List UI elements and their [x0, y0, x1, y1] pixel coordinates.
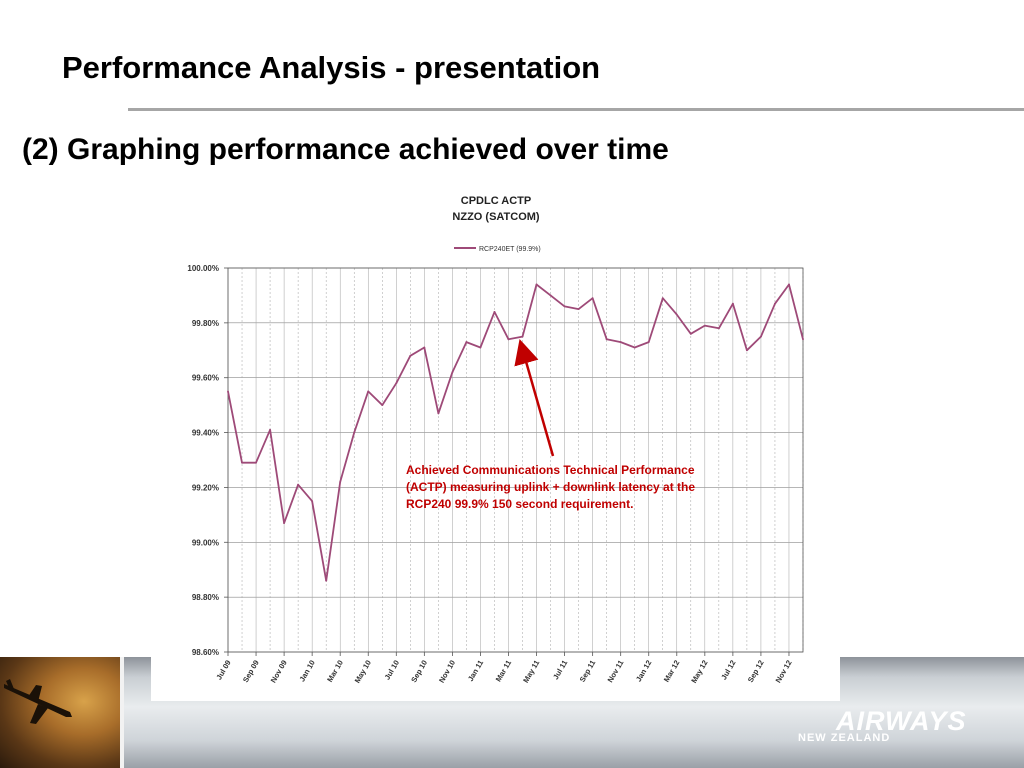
data-point: [269, 428, 271, 431]
x-tick-label: Sep 10: [409, 659, 429, 684]
data-point: [311, 500, 314, 503]
title-divider: [128, 108, 1024, 111]
line-chart: CPDLC ACTP NZZO (SATCOM) RCP240ET (99.9%…: [187, 195, 804, 685]
data-point: [227, 390, 229, 393]
data-point: [395, 382, 398, 385]
data-point: [605, 338, 608, 341]
annotation: Achieved Communications Technical Perfor…: [406, 338, 695, 511]
data-point: [283, 522, 285, 524]
footer-photo: [0, 657, 120, 768]
data-point: [647, 341, 650, 343]
x-tick-label: Nov 11: [606, 659, 626, 684]
data-point: [423, 346, 426, 349]
data-point: [297, 483, 300, 486]
data-point: [717, 327, 720, 330]
x-tick-label: May 10: [353, 659, 373, 685]
data-point: [689, 332, 692, 335]
y-axis: 100.00% 99.80% 99.60% 99.40% 99.20% 99.00% 98.…: [187, 264, 228, 657]
data-point: [437, 412, 440, 415]
x-tick-label: Jan 10: [297, 659, 316, 684]
y-tick-label: 98.60%: [192, 648, 219, 657]
x-tick-label: May 11: [521, 659, 541, 685]
data-point: [339, 481, 342, 483]
data-point: [255, 461, 257, 464]
x-tick-label: Sep 11: [578, 659, 598, 684]
annotation-line-1: Achieved Communications Technical Perfor…: [406, 463, 695, 477]
data-point: [241, 461, 243, 464]
data-point: [760, 335, 762, 338]
x-tick-label: Jan 11: [466, 659, 485, 683]
x-tick-label: Mar 10: [325, 659, 345, 684]
chart-subtitle: NZZO (SATCOM): [452, 211, 540, 223]
data-point: [661, 297, 664, 300]
x-tick-label: Mar 11: [494, 659, 513, 684]
x-tick-label: Jul 11: [551, 659, 569, 682]
x-axis: Jul 09 Sep 09 Nov 09 Jan 10 Mar 10 May 10 Jul …: [214, 652, 794, 685]
y-tick-label: 98.80%: [192, 593, 219, 602]
annotation-line-3: RCP240 99.9% 150 second requirement.: [406, 497, 633, 511]
x-tick-label: Jul 10: [383, 659, 401, 682]
x-tick-label: Sep 12: [746, 659, 766, 684]
data-point: [479, 346, 482, 349]
grid: [227, 267, 804, 653]
data-point: [535, 283, 538, 286]
data-point: [633, 346, 636, 349]
slide-subtitle: (2) Graphing performance achieved over t…: [22, 133, 669, 166]
y-tick-label: 99.60%: [192, 374, 219, 383]
data-point: [731, 302, 734, 305]
data-point: [549, 294, 552, 297]
x-tick-label: Sep 09: [241, 659, 261, 684]
x-tick-label: Jul 12: [719, 659, 737, 682]
y-tick-label: 100.00%: [187, 264, 219, 273]
data-point: [507, 338, 510, 341]
airplane-icon: [4, 679, 72, 724]
annotation-arrow: [514, 338, 555, 457]
data-point: [802, 338, 804, 341]
data-point: [577, 308, 580, 311]
data-point: [493, 310, 496, 313]
x-tick-label: May 12: [689, 659, 709, 685]
data-point: [465, 341, 468, 343]
x-tick-label: Nov 09: [269, 659, 289, 685]
chart-card: CPDLC ACTP NZZO (SATCOM) RCP240ET (99.9%…: [151, 183, 840, 701]
slide-title: Performance Analysis - presentation: [62, 50, 601, 85]
data-point: [367, 390, 370, 393]
data-point: [591, 297, 594, 300]
data-point: [521, 335, 524, 338]
x-tick-label: Mar 12: [662, 659, 682, 684]
chart-title: CPDLC ACTP: [461, 195, 531, 207]
x-tick-label: Jul 09: [214, 659, 232, 682]
legend-label: RCP240ET (99.9%): [479, 246, 541, 253]
data-point: [703, 324, 706, 327]
annotation-line-2: (ACTP) measuring uplink + downlink laten…: [406, 480, 695, 494]
x-tick-label: Nov 12: [774, 659, 794, 685]
data-point: [563, 305, 566, 308]
data-point: [675, 313, 678, 316]
data-point: [746, 349, 748, 352]
data-point: [325, 579, 328, 582]
data-point: [788, 283, 790, 286]
photo-divider: [120, 657, 124, 768]
plot-area-border: [227, 267, 804, 653]
y-tick-label: 99.80%: [192, 319, 219, 328]
y-tick-label: 99.00%: [192, 538, 219, 547]
data-point: [409, 354, 412, 357]
x-tick-label: Jan 12: [634, 659, 653, 684]
y-tick-label: 99.20%: [192, 483, 219, 492]
data-point: [774, 302, 776, 305]
series-line: [227, 283, 804, 582]
brand-logo-subtext: NEW ZEALAND: [798, 732, 891, 744]
data-point: [619, 341, 622, 343]
y-tick-label: 99.40%: [192, 429, 219, 438]
x-tick-label: Nov 10: [437, 659, 457, 685]
data-point: [451, 371, 454, 374]
brand-logo-text: AIRWAYS: [836, 706, 967, 736]
data-point: [381, 404, 384, 407]
series-group: [227, 283, 804, 582]
data-point: [353, 431, 356, 434]
